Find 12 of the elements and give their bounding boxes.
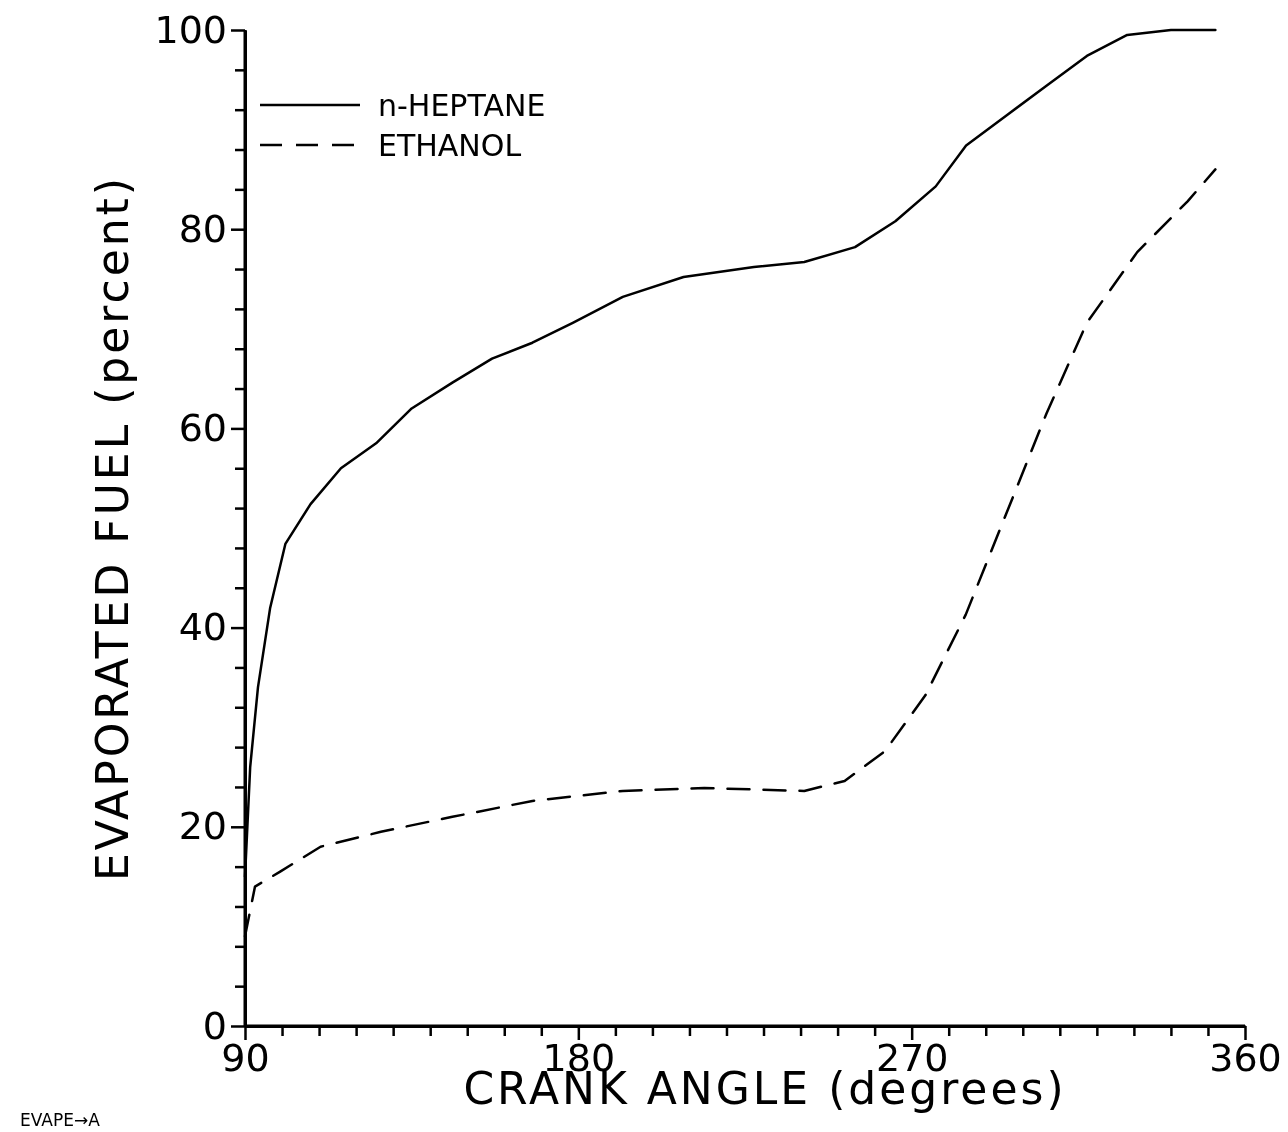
y-tick-label: 40 — [178, 605, 227, 650]
y-tick-label: 80 — [178, 206, 227, 251]
legend-label: ETHANOL — [378, 128, 522, 163]
x-tick-label: 270 — [875, 1035, 949, 1080]
x-tick-label: 360 — [1209, 1035, 1282, 1080]
y-axis-title: EVAPORATED FUEL (percent) — [87, 174, 138, 882]
y-tick-label: 60 — [178, 406, 227, 451]
y-tick-label: 20 — [178, 804, 227, 849]
x-tick-label: 90 — [221, 1035, 270, 1080]
legend-label: n-HEPTANE — [378, 88, 546, 123]
y-tick-label: 100 — [154, 7, 227, 52]
text: EVAPE→A — [20, 1110, 101, 1130]
